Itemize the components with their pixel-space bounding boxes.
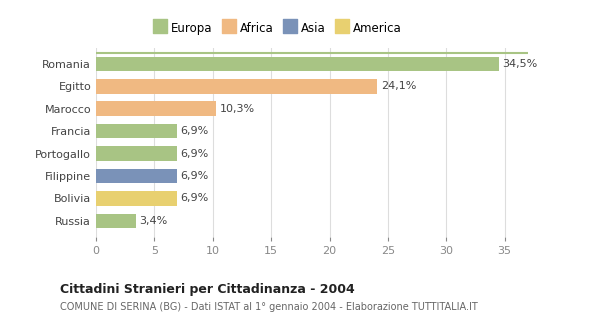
Text: 3,4%: 3,4% [139, 216, 167, 226]
Text: 10,3%: 10,3% [220, 104, 255, 114]
Text: 6,9%: 6,9% [180, 171, 208, 181]
Text: 34,5%: 34,5% [502, 59, 538, 69]
Bar [96, 57, 499, 71]
Bar [96, 124, 176, 139]
Bar [96, 169, 176, 183]
Bar [96, 79, 377, 94]
Legend: Europa, Africa, Asia, America: Europa, Africa, Asia, America [150, 18, 405, 38]
Text: COMUNE DI SERINA (BG) - Dati ISTAT al 1° gennaio 2004 - Elaborazione TUTTITALIA.: COMUNE DI SERINA (BG) - Dati ISTAT al 1°… [60, 302, 478, 312]
Bar [96, 191, 176, 206]
Bar [96, 214, 136, 228]
Text: 6,9%: 6,9% [180, 126, 208, 136]
Text: 6,9%: 6,9% [180, 194, 208, 204]
Bar [96, 101, 216, 116]
Text: Cittadini Stranieri per Cittadinanza - 2004: Cittadini Stranieri per Cittadinanza - 2… [60, 283, 355, 296]
Text: 24,1%: 24,1% [381, 81, 416, 91]
Bar [96, 146, 176, 161]
Text: 6,9%: 6,9% [180, 148, 208, 159]
